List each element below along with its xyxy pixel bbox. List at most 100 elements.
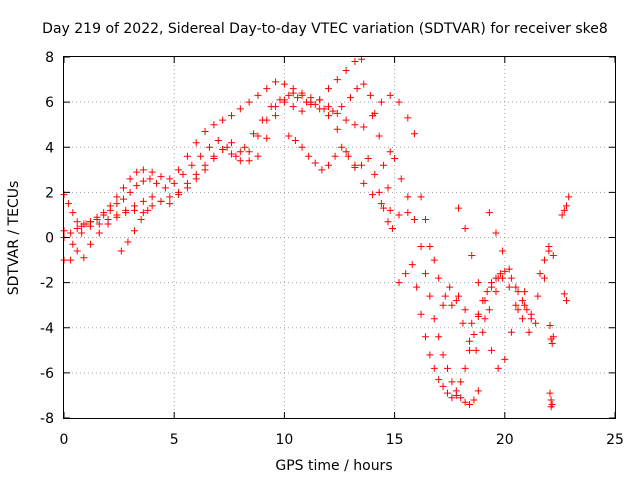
- data-point: [468, 252, 476, 260]
- data-point: [351, 58, 359, 66]
- data-point: [86, 240, 94, 248]
- data-point: [236, 157, 244, 165]
- data-point: [466, 346, 474, 354]
- data-point: [501, 355, 509, 363]
- series-4: [117, 206, 152, 255]
- data-point: [457, 378, 465, 386]
- data-point: [133, 168, 141, 176]
- data-point: [192, 175, 200, 183]
- data-point: [183, 152, 191, 160]
- y-tick-label: -2: [40, 276, 54, 292]
- data-point: [546, 389, 554, 397]
- data-point: [496, 270, 504, 278]
- data-point: [426, 243, 434, 251]
- data-point: [272, 103, 280, 111]
- data-point: [106, 206, 114, 214]
- data-point: [549, 252, 557, 260]
- data-point: [166, 200, 174, 208]
- data-point: [351, 161, 359, 169]
- data-point: [499, 274, 507, 282]
- data-point: [481, 297, 489, 305]
- data-point: [481, 315, 489, 323]
- data-point: [565, 193, 573, 201]
- data-point: [410, 215, 418, 223]
- data-point: [86, 222, 94, 230]
- data-point: [183, 184, 191, 192]
- data-point: [80, 254, 88, 262]
- data-point: [333, 109, 341, 117]
- data-point: [369, 191, 377, 199]
- data-point: [371, 170, 379, 178]
- data-point: [548, 340, 556, 348]
- data-point: [448, 394, 456, 402]
- data-point: [120, 195, 128, 203]
- data-point: [386, 148, 394, 156]
- data-point: [351, 121, 359, 129]
- data-point: [338, 143, 346, 151]
- data-point: [408, 261, 416, 269]
- data-point: [360, 179, 368, 187]
- data-point: [417, 243, 425, 251]
- data-point: [342, 116, 350, 124]
- data-point: [298, 91, 306, 99]
- data-point: [166, 175, 174, 183]
- data-point: [466, 337, 474, 345]
- x-tick-label: 25: [606, 432, 624, 448]
- data-point: [210, 155, 218, 163]
- data-point: [219, 146, 227, 154]
- data-point: [170, 179, 178, 187]
- data-point: [455, 204, 463, 212]
- data-point: [228, 139, 236, 147]
- data-point: [514, 288, 522, 296]
- data-point: [67, 229, 75, 237]
- data-point: [375, 188, 383, 196]
- data-point: [272, 78, 280, 86]
- data-point: [139, 197, 147, 205]
- data-point: [417, 193, 425, 201]
- data-point: [358, 161, 366, 169]
- data-point: [521, 301, 529, 309]
- data-point: [236, 105, 244, 113]
- data-point: [391, 155, 399, 163]
- data-point: [133, 182, 141, 190]
- data-point: [166, 193, 174, 201]
- series-7: [395, 261, 504, 402]
- data-point: [388, 224, 396, 232]
- data-point: [316, 105, 324, 113]
- x-tick-label: 20: [496, 432, 514, 448]
- data-point: [228, 112, 236, 120]
- x-tick-label: 0: [60, 432, 69, 448]
- data-point: [157, 173, 165, 181]
- data-point: [250, 130, 258, 138]
- data-point: [294, 94, 302, 102]
- data-point: [521, 288, 529, 296]
- data-point: [157, 197, 165, 205]
- data-point: [549, 333, 557, 341]
- data-point: [214, 136, 222, 144]
- data-point: [298, 143, 306, 151]
- data-point: [435, 333, 443, 341]
- data-point: [417, 310, 425, 318]
- data-point: [342, 148, 350, 156]
- data-point: [280, 96, 288, 104]
- data-points: [60, 55, 573, 411]
- data-point: [505, 265, 513, 273]
- data-point: [342, 67, 350, 75]
- data-point: [148, 202, 156, 210]
- data-point: [236, 148, 244, 156]
- data-point: [395, 211, 403, 219]
- data-point: [254, 152, 262, 160]
- data-point: [291, 136, 299, 144]
- series-0: [60, 55, 366, 230]
- grid-lines: [64, 57, 615, 418]
- data-point: [188, 161, 196, 169]
- data-point: [410, 130, 418, 138]
- data-point: [540, 256, 548, 264]
- data-point: [547, 403, 555, 411]
- data-point: [452, 297, 460, 305]
- data-point: [546, 321, 554, 329]
- data-point: [223, 143, 231, 151]
- data-point: [285, 132, 293, 140]
- data-point: [527, 315, 535, 323]
- data-point: [93, 215, 101, 223]
